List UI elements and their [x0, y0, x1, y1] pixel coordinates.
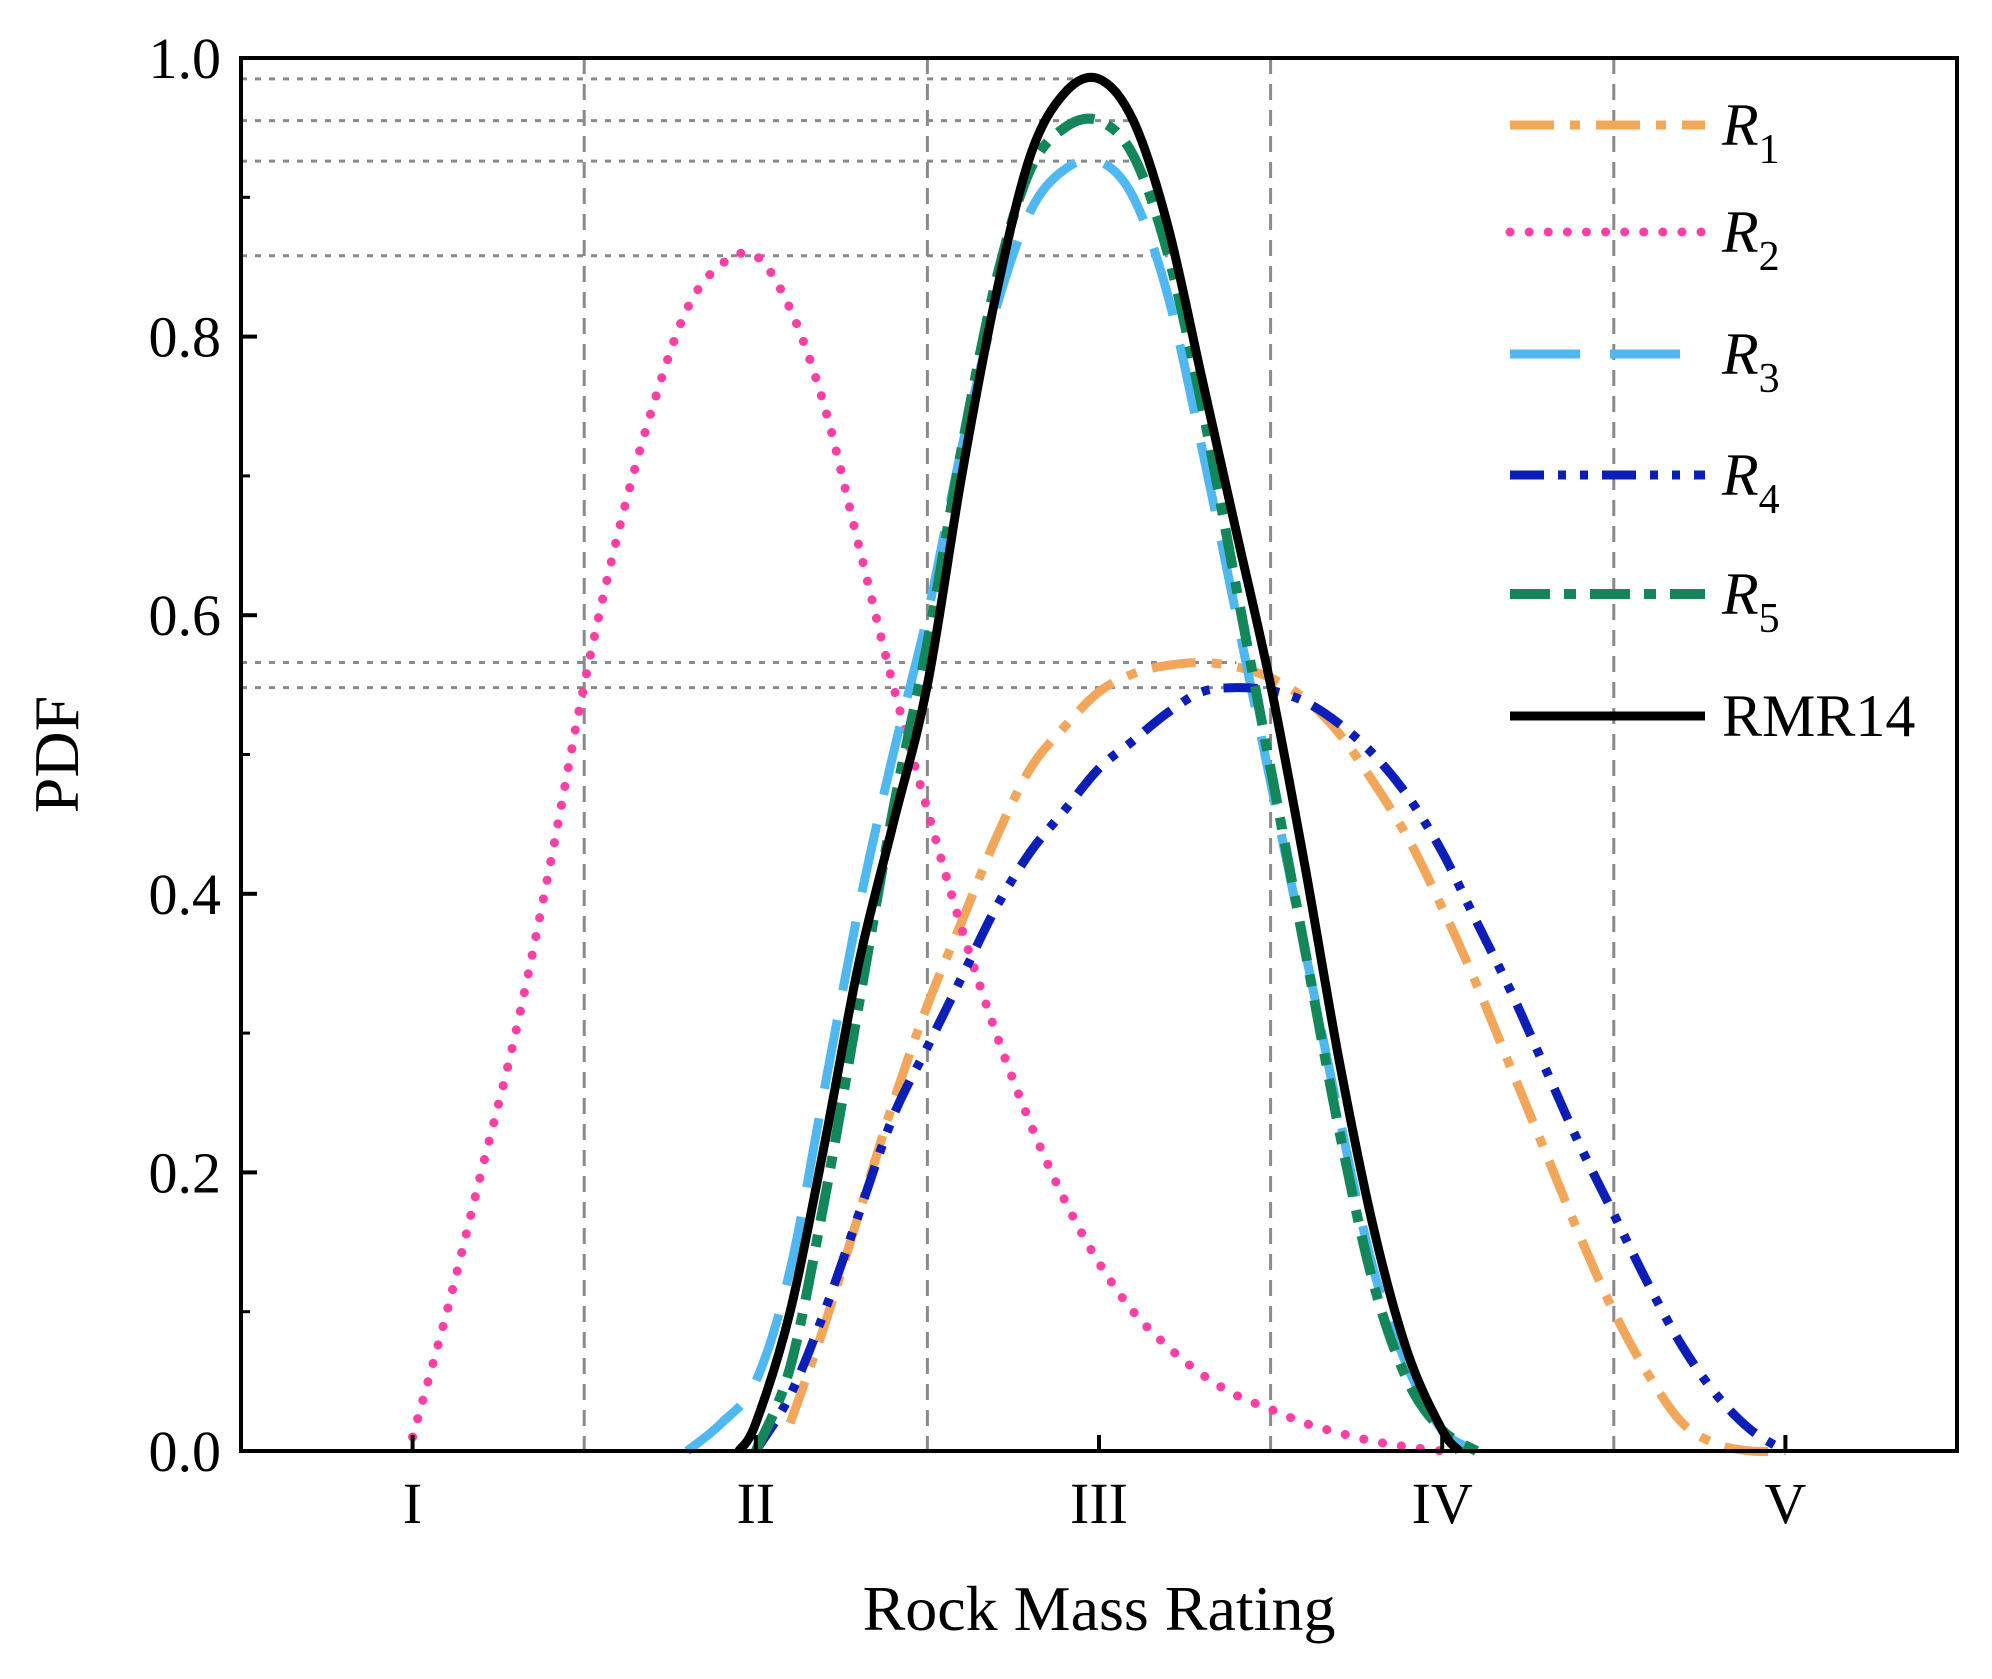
y-tick-label: 0.2	[149, 1140, 222, 1205]
legend-label-r5: R5	[1721, 561, 1780, 642]
series-line-r5	[751, 113, 1480, 1456]
tick-layer: 0.00.20.40.60.81.0I II III IV V	[149, 26, 1807, 1536]
x-tick-label: II	[736, 1471, 775, 1536]
x-axis-title: Rock Mass Rating	[863, 1573, 1336, 1644]
x-tick-label: III	[1070, 1471, 1128, 1536]
y-tick-label: 0.0	[149, 1419, 222, 1484]
series-line-rmr14	[734, 72, 1463, 1455]
grid-layer	[241, 58, 1616, 1451]
series-layer	[408, 72, 1788, 1457]
legend-label-r1: R1	[1721, 92, 1780, 173]
series-line-r4	[751, 683, 1788, 1455]
x-tick-label: V	[1764, 1471, 1806, 1536]
x-tick-label: IV	[1412, 1471, 1473, 1536]
legend-label-rmr14: RMR14	[1722, 683, 1915, 749]
y-tick-label: 0.6	[149, 583, 222, 648]
y-tick-label: 0.4	[149, 862, 222, 927]
series-line-r1	[785, 658, 1786, 1457]
legend-label-r3: R3	[1721, 321, 1780, 402]
y-axis-title: PDF	[21, 696, 92, 813]
plot-frame	[239, 56, 1959, 1453]
legend-label-r2: R2	[1721, 199, 1780, 280]
y-tick-label: 0.8	[149, 305, 222, 370]
series-line-r2	[408, 248, 1447, 1456]
legend: R1 R2 R3 R4 R5 RMR14	[1505, 92, 1915, 749]
series-line-r3	[684, 154, 1479, 1456]
x-tick-label: I	[403, 1471, 422, 1536]
y-tick-label: 1.0	[149, 26, 222, 91]
legend-label-r4: R4	[1721, 442, 1780, 523]
